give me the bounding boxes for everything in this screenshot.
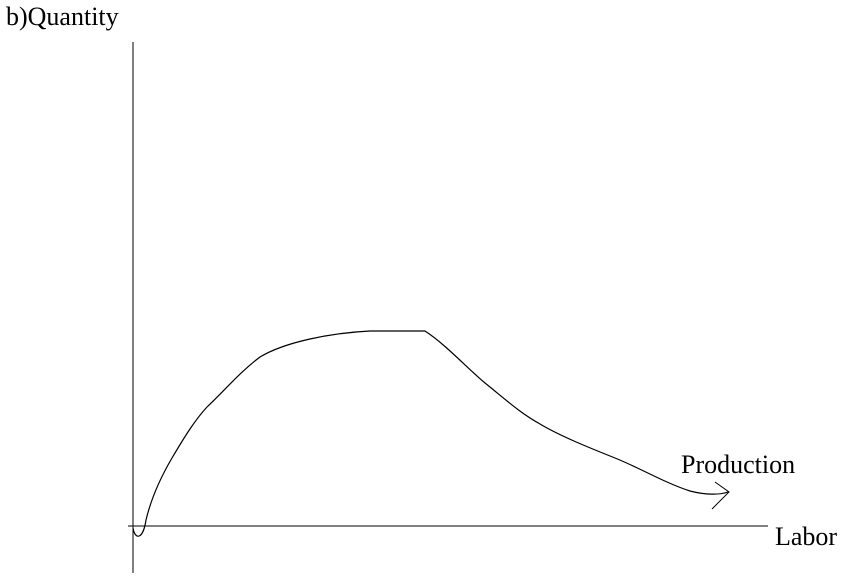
y-axis-label: b)Quantity — [6, 2, 119, 31]
x-axis-label: Labor — [775, 522, 838, 551]
production-curve-arrowhead — [711, 481, 730, 510]
curve-label: Production — [681, 450, 796, 479]
production-curve — [132, 330, 729, 537]
